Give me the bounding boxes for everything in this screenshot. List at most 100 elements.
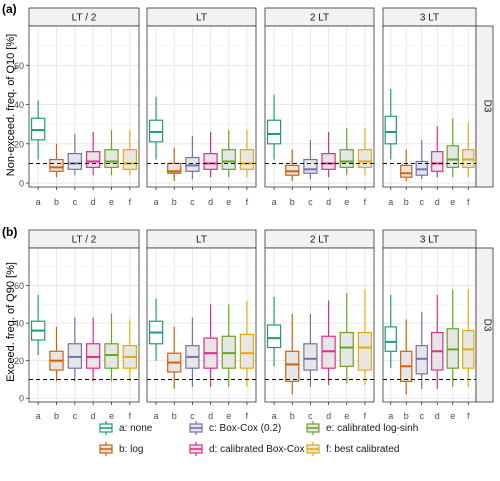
panel-b-ytick-label: 60 — [14, 281, 24, 291]
panel-b-box-lt-2-f — [122, 319, 138, 382]
panel-a-box-lt-f — [239, 130, 255, 178]
box-iqr — [384, 326, 397, 352]
panel-a-box-3-lt-f — [462, 122, 475, 178]
panel-b-box-lt-2-b — [49, 326, 64, 382]
box-iqr — [167, 162, 182, 174]
panel-b-box-lt-a — [148, 298, 164, 361]
panel-b-xtick-label: a — [272, 411, 277, 421]
box-iqr — [431, 151, 444, 172]
box-iqr — [266, 324, 282, 349]
panel-b-box-lt-2-e — [104, 313, 119, 382]
panel-a-box-2-lt-f — [357, 128, 373, 176]
panel-a-ytick-label: 40 — [14, 100, 24, 110]
panel-a-box-lt-2-a — [30, 100, 46, 160]
panel-b-xtick-label: c — [308, 411, 313, 421]
box-iqr — [384, 115, 397, 145]
box-iqr — [239, 149, 255, 170]
panel-b-xtick-label: a — [154, 411, 159, 421]
panel-b-box-3-lt-f — [462, 289, 475, 387]
panel-b-box-lt-f — [239, 300, 255, 387]
panel-b-box-2-lt-c — [303, 313, 318, 387]
box-iqr — [303, 158, 318, 174]
panel-b-box-2-lt-b — [285, 313, 300, 395]
panel-b-box-lt-b — [167, 326, 182, 389]
panel-a-xtick-label: b — [290, 197, 295, 207]
panel-b-facet-border — [264, 247, 375, 403]
panel-b-box-2-lt-a — [266, 296, 282, 367]
panel-a-xtick-label: d — [91, 197, 96, 207]
panel-a-box-2-lt-b — [285, 149, 300, 182]
panel-b-box-lt-d — [203, 304, 218, 387]
panel-a-facet-border — [146, 25, 257, 188]
panel-b-facet-bg — [265, 248, 374, 402]
panel-b-xtick-label: e — [344, 411, 349, 421]
panel-a-strip-label-lt-2: LT / 2 — [72, 13, 97, 24]
panel-a-label: (a) — [2, 2, 17, 16]
panel-a-strip-label-3-lt: 3 LT — [420, 13, 439, 24]
panel-a-xtick-label: b — [404, 197, 409, 207]
panel-a-facet-bg — [265, 26, 374, 187]
panel-a-box-3-lt-b — [400, 149, 413, 182]
panel-b-xtick-label: f — [467, 411, 470, 421]
panel-b-box-3-lt-a — [384, 294, 397, 369]
panel-b-box-3-lt-d — [431, 294, 444, 389]
panel-a-strip-label-lt: LT — [196, 13, 207, 24]
legend-label-d: d: calibrated Box-Cox — [209, 444, 305, 455]
panel-a-xtick-label: b — [54, 197, 59, 207]
legend-item-d: d: calibrated Box-Cox — [188, 441, 305, 457]
box-iqr — [49, 158, 64, 172]
panel-b-xtick-label: e — [109, 411, 114, 421]
panel-b-xtick-label: c — [190, 411, 195, 421]
panel-b-xtick-label: e — [226, 411, 231, 421]
box-iqr — [339, 149, 354, 168]
panel-b-box-3-lt-b — [400, 319, 413, 395]
box-iqr — [104, 149, 119, 168]
box-iqr — [321, 153, 336, 170]
panel-a-xtick-label: e — [109, 197, 114, 207]
panel-a-xtick-label: f — [364, 197, 367, 207]
panel-a-ytick-label: 0 — [19, 179, 24, 189]
panel-b-xtick-label: a — [36, 411, 41, 421]
legend-key-a — [98, 420, 114, 436]
panel-a-xtick-label: d — [326, 197, 331, 207]
legend-key-b — [98, 441, 114, 457]
panel-b-xtick-label: e — [450, 411, 455, 421]
panel-b-ytick-label: 40 — [14, 319, 24, 329]
panel-b-xtick-label: c — [73, 411, 78, 421]
panel-a-strip-label-2-lt: 2 LT — [310, 13, 329, 24]
panel-b-xtick-label: b — [290, 411, 295, 421]
panel-b-xtick-label: d — [326, 411, 331, 421]
panel-b-facet-bg — [29, 248, 139, 402]
panel-b-facet-bg — [383, 248, 476, 402]
panel-b-xtick-label: b — [54, 411, 59, 421]
box-iqr — [67, 153, 83, 170]
legend-label-b: b: log — [119, 444, 143, 455]
panel-a-xtick-label: b — [172, 197, 177, 207]
panel-a-box-lt-2-c — [67, 133, 83, 176]
panel-a-xtick-label: c — [420, 197, 425, 207]
panel-a-xtick-label: e — [450, 197, 455, 207]
panel-a-box-lt-b — [167, 147, 182, 182]
panel-a-xtick-label: c — [73, 197, 78, 207]
box-iqr — [221, 149, 236, 170]
legend-label-c: c: Box-Cox (0.2) — [209, 423, 281, 434]
panel-a-xtick-label: c — [308, 197, 313, 207]
panel-b-box-3-lt-e — [446, 289, 459, 387]
panel-b-facet-border — [146, 247, 257, 403]
panel-a-box-lt-2-d — [85, 132, 101, 176]
panel-b-xtick-label: d — [208, 411, 213, 421]
panel-a-xtick-label: d — [435, 197, 440, 207]
panel-a-facet-border — [264, 25, 375, 188]
box-iqr — [303, 343, 318, 371]
panel-b-xtick-label: c — [420, 411, 425, 421]
panel-a-xtick-label: c — [190, 197, 195, 207]
legend-item-a: a: none — [98, 420, 153, 436]
box-iqr — [400, 164, 413, 178]
panel-b-xtick-label: f — [129, 411, 132, 421]
panel-a-box-2-lt-a — [266, 94, 282, 160]
panel-b-xtick-label: b — [404, 411, 409, 421]
legend-key-c — [188, 420, 204, 436]
panel-b-label: (b) — [2, 225, 17, 239]
